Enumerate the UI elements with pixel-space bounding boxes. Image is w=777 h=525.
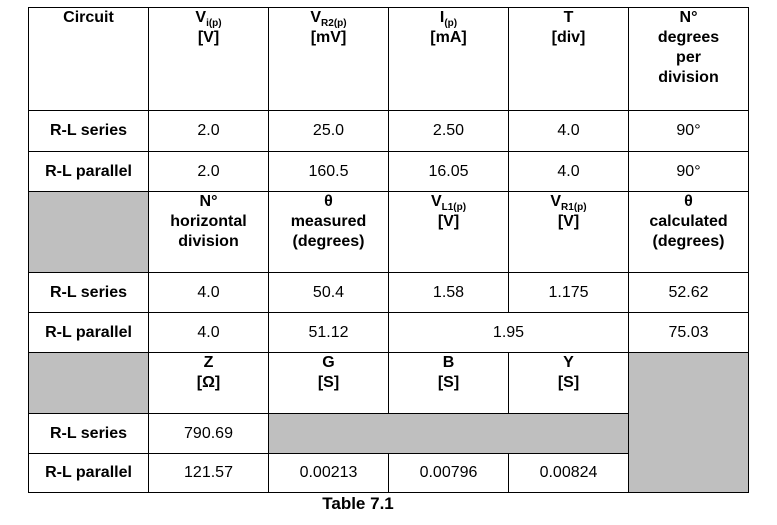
row-label: R-L parallel: [28, 453, 149, 493]
header-g: G [S]: [268, 352, 389, 414]
grey-cell: [28, 352, 149, 414]
cell-z: 121.57: [148, 453, 269, 493]
header-degrees-per-division: N° degrees per division: [628, 7, 749, 111]
table-row: R-L parallel 121.57 0.00213 0.00796 0.00…: [28, 453, 749, 493]
cell-voltage-merged: 1.95: [388, 312, 629, 353]
row-label: R-L series: [28, 272, 149, 313]
cell-theta-calculated: 75.03: [628, 312, 749, 353]
cell-vi: 2.0: [148, 151, 269, 192]
table-row: R-L series 4.0 50.4 1.58 1.175 52.62: [28, 272, 749, 313]
cell-vl1: 1.58: [388, 272, 509, 313]
cell-ip: 2.50: [388, 110, 509, 152]
header-ip: I(p) [mA]: [388, 7, 509, 111]
header-t: T [div]: [508, 7, 629, 111]
cell-b: 0.00796: [388, 453, 509, 493]
header-y: Y [S]: [508, 352, 629, 414]
data-table: Circuit Vi(p) [V] VR2(p) [mV] I(p) [mA] …: [28, 7, 749, 493]
cell-vr2: 25.0: [268, 110, 389, 152]
header-vl1: VL1(p) [V]: [388, 191, 509, 273]
cell-hdiv: 4.0: [148, 272, 269, 313]
header-row-2: N° horizontal division θ measured (degre…: [28, 191, 749, 273]
table-row: R-L parallel 4.0 51.12 1.95 75.03: [28, 312, 749, 353]
cell-vr2: 160.5: [268, 151, 389, 192]
cell-y: 0.00824: [508, 453, 629, 493]
cell-t: 4.0: [508, 110, 629, 152]
table-row: R-L series 790.69: [28, 413, 749, 454]
row-label: R-L series: [28, 413, 149, 454]
header-theta-calculated: θ calculated (degrees): [628, 191, 749, 273]
cell-t: 4.0: [508, 151, 629, 192]
header-theta-measured: θ measured (degrees): [268, 191, 389, 273]
cell-theta-calculated: 52.62: [628, 272, 749, 313]
cell-g: 0.00213: [268, 453, 389, 493]
cell-theta-measured: 51.12: [268, 312, 389, 353]
table-row: R-L series 2.0 25.0 2.50 4.0 90°: [28, 110, 749, 152]
cell-degrees: 90°: [628, 151, 749, 192]
cell-vi: 2.0: [148, 110, 269, 152]
header-vr1: VR1(p) [V]: [508, 191, 629, 273]
cell-vr1: 1.175: [508, 272, 629, 313]
header-vi: Vi(p) [V]: [148, 7, 269, 111]
cell-degrees: 90°: [628, 110, 749, 152]
cell-ip: 16.05: [388, 151, 509, 192]
header-z: Z [Ω]: [148, 352, 269, 414]
header-row-1: Circuit Vi(p) [V] VR2(p) [mV] I(p) [mA] …: [28, 7, 749, 111]
cell-theta-measured: 50.4: [268, 272, 389, 313]
header-horizontal-division: N° horizontal division: [148, 191, 269, 273]
header-vr2: VR2(p) [mV]: [268, 7, 389, 111]
row-label: R-L parallel: [28, 151, 149, 192]
header-b: B [S]: [388, 352, 509, 414]
grey-cell: [28, 191, 149, 273]
table-caption: Table 7.1: [322, 494, 394, 513]
table-row: R-L parallel 2.0 160.5 16.05 4.0 90°: [28, 151, 749, 192]
cell-z: 790.69: [148, 413, 269, 454]
row-label: R-L series: [28, 110, 149, 152]
cell-hdiv: 4.0: [148, 312, 269, 353]
grey-cell: [268, 413, 629, 454]
row-label: R-L parallel: [28, 312, 149, 353]
header-circuit: Circuit: [28, 7, 149, 111]
grey-cell: [628, 352, 749, 493]
header-row-3: Z [Ω] G [S] B [S] Y [S]: [28, 352, 749, 493]
